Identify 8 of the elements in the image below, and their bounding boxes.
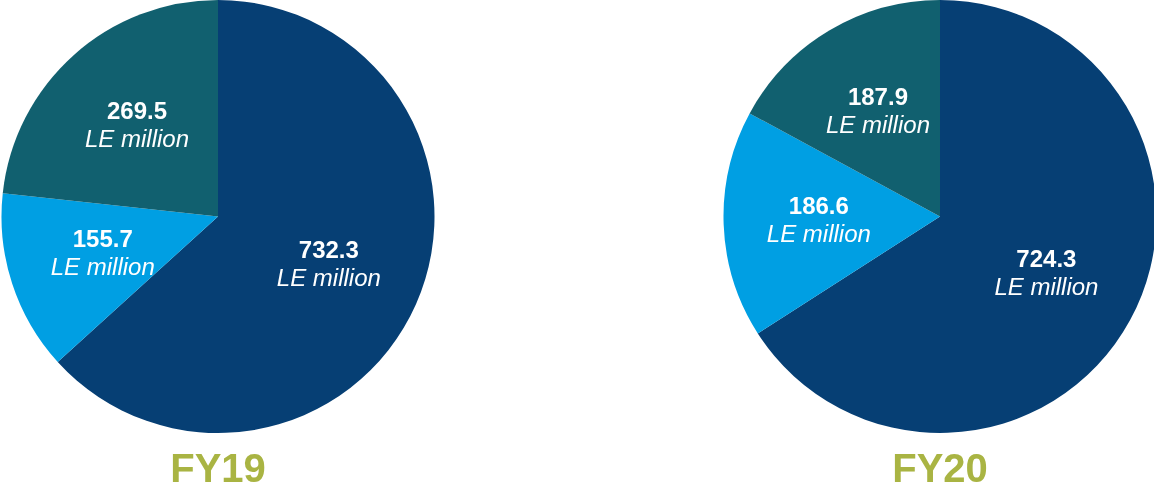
data-label: 732.3 LE million	[276, 236, 381, 292]
data-label: 269.5 LE million	[84, 96, 190, 152]
data-label: 155.7 LE million	[50, 224, 155, 280]
data-label: 724.3 LE million	[994, 245, 1099, 301]
data-label: 187.9 LE million	[825, 82, 930, 139]
text: FY19	[170, 446, 266, 491]
data-label: 186.6 LE million	[766, 191, 871, 247]
text: FY20	[892, 446, 988, 491]
